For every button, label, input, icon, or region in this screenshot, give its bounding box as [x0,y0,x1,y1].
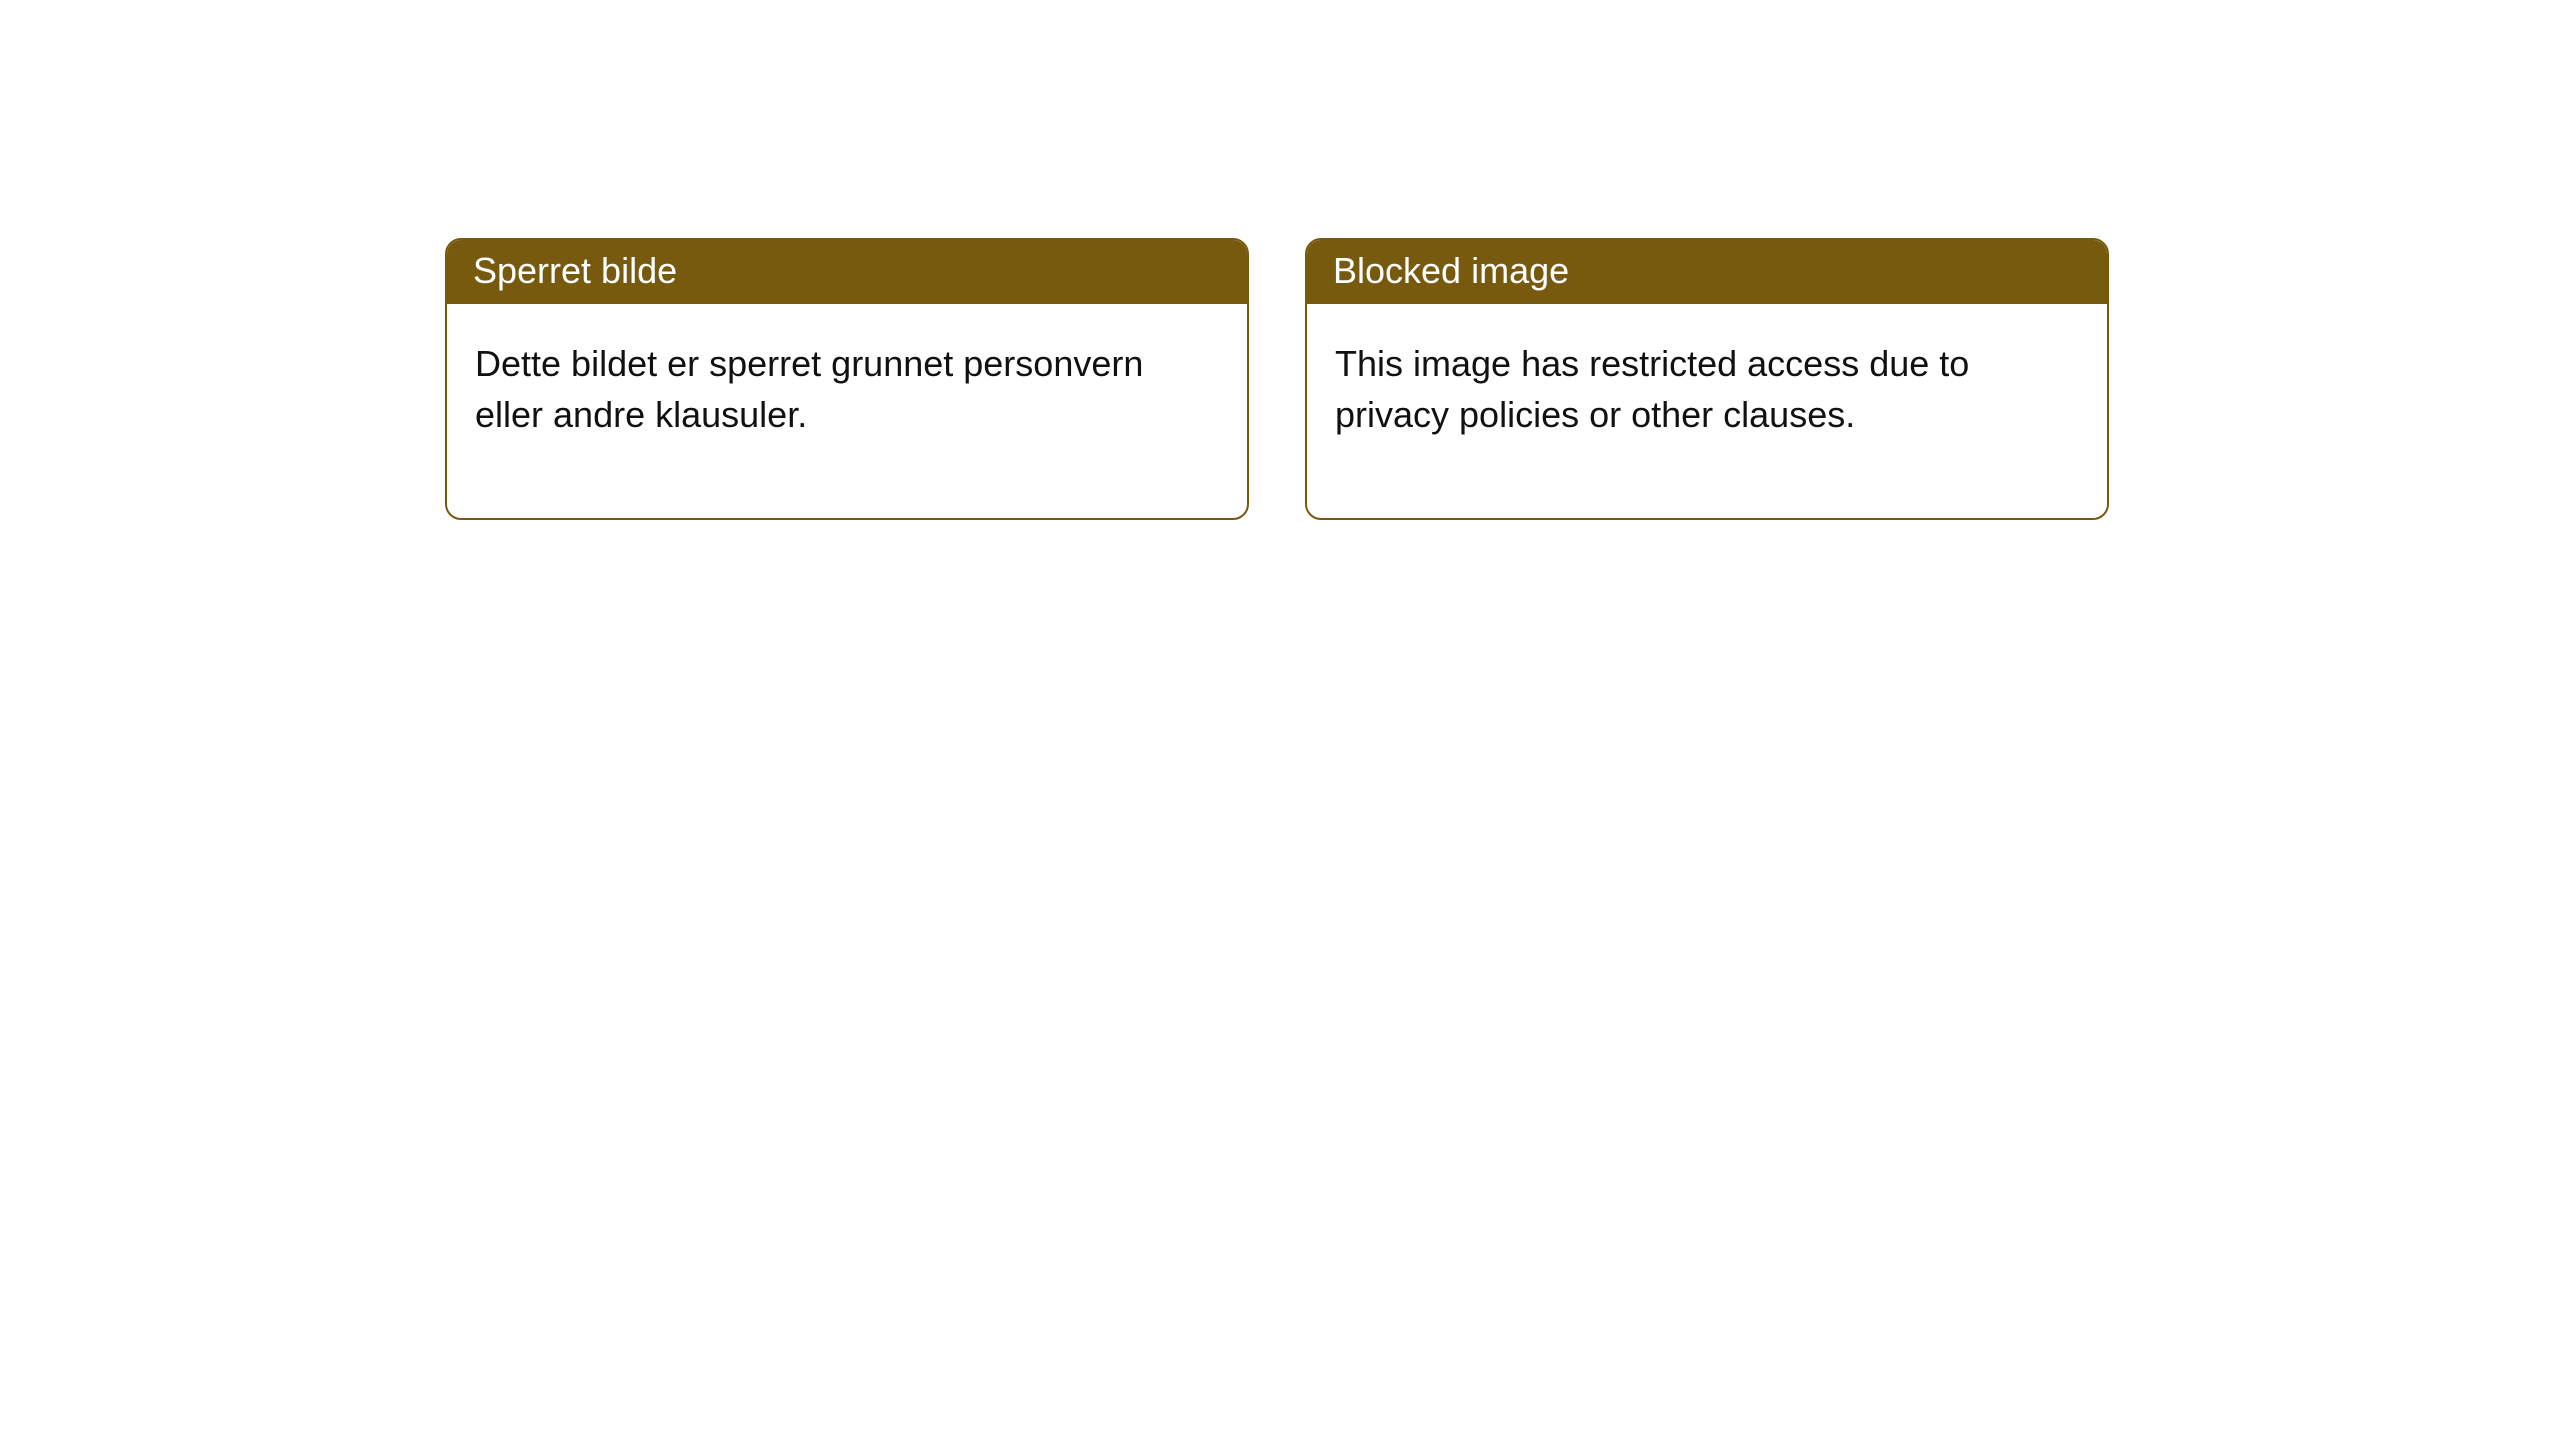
notice-title-norwegian: Sperret bilde [447,240,1247,304]
notice-box-english: Blocked image This image has restricted … [1305,238,2109,520]
notices-container: Sperret bilde Dette bildet er sperret gr… [445,238,2109,520]
notice-title-english: Blocked image [1307,240,2107,304]
notice-box-norwegian: Sperret bilde Dette bildet er sperret gr… [445,238,1249,520]
notice-body-english: This image has restricted access due to … [1307,304,2107,518]
notice-body-norwegian: Dette bildet er sperret grunnet personve… [447,304,1247,518]
